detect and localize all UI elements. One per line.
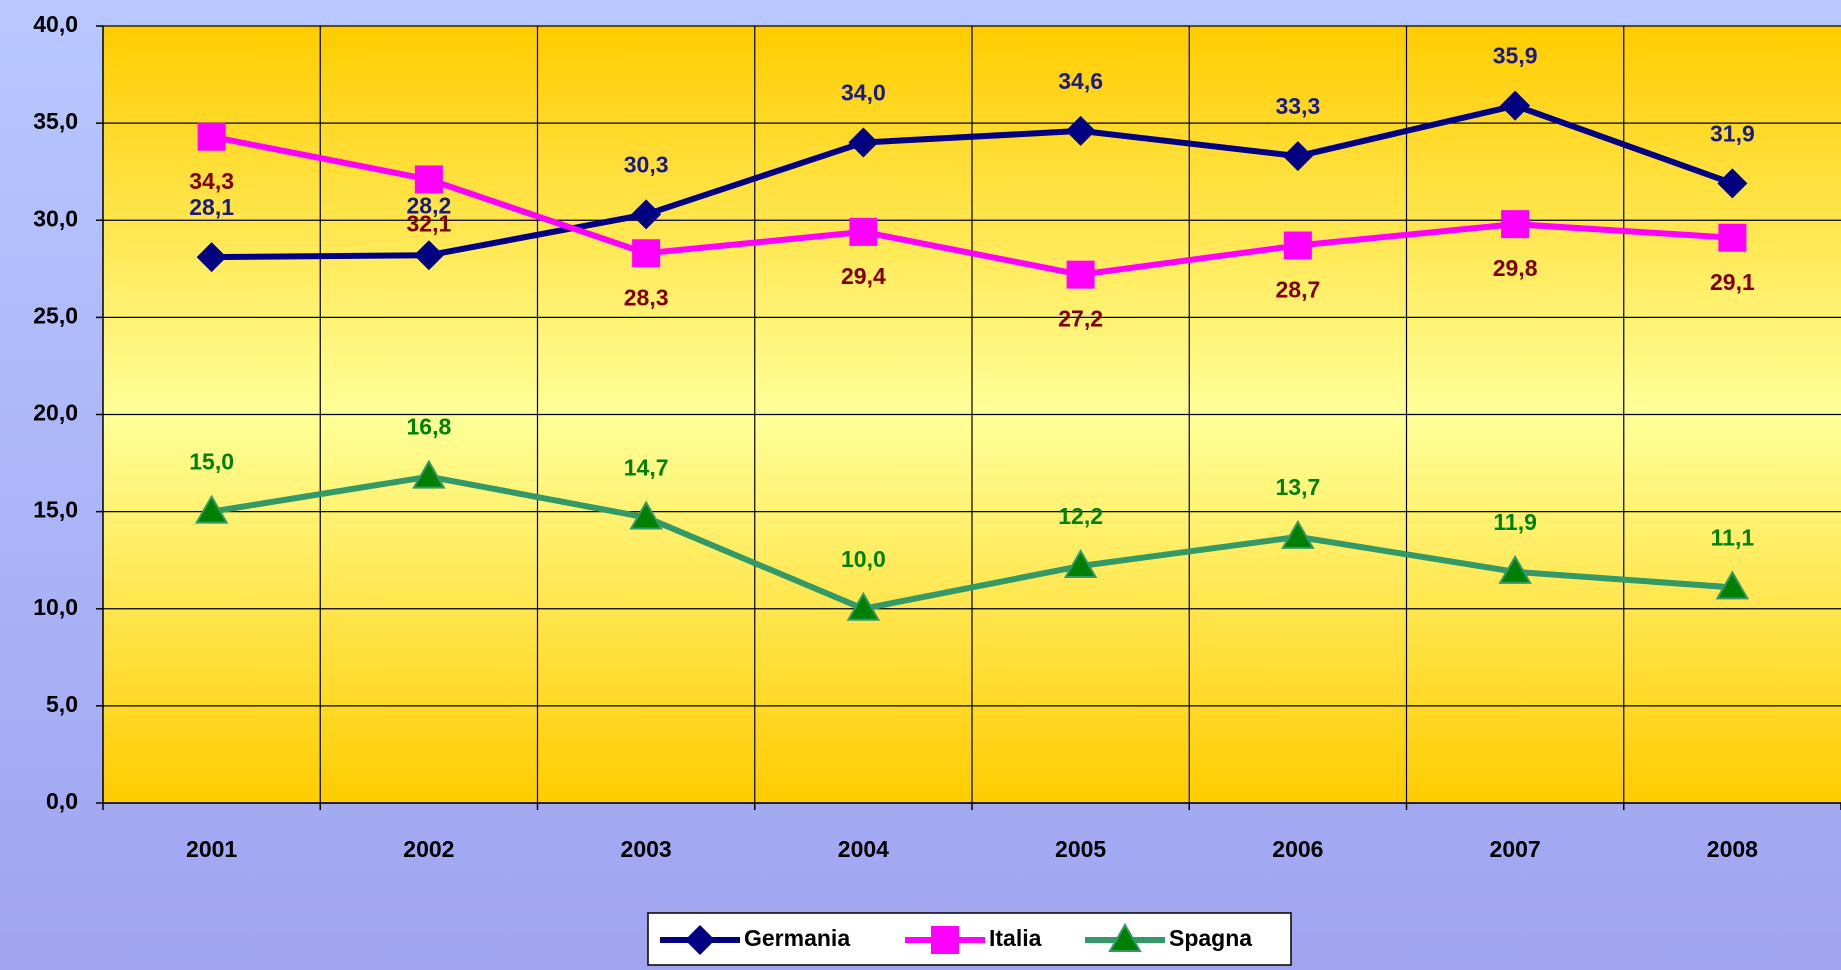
data-label: 28,1: [189, 194, 234, 220]
data-point: [413, 240, 444, 271]
data-label: 28,7: [1275, 277, 1320, 303]
data-point: [1717, 168, 1748, 199]
series-line: [211, 473, 1733, 612]
data-label: 10,0: [841, 546, 886, 572]
y-tick-label: 5,0: [46, 691, 78, 717]
data-label: 28,2: [406, 192, 451, 218]
data-point: [194, 494, 229, 524]
series-line: [211, 133, 1733, 278]
data-point: [632, 239, 661, 268]
data-point: [1283, 231, 1312, 260]
data-label: 27,2: [1058, 306, 1103, 332]
data-label: 11,1: [1711, 524, 1755, 550]
data-label: 34,0: [841, 80, 886, 106]
data-point: [846, 591, 881, 621]
data-label: 30,3: [624, 152, 669, 178]
data-label: 14,7: [624, 455, 669, 481]
data-label: 29,1: [1710, 269, 1755, 295]
data-point: [848, 127, 879, 158]
data-point: [1281, 519, 1315, 549]
data-label: 12,2: [1058, 503, 1103, 529]
y-tick-label: 30,0: [33, 205, 78, 231]
data-label: 34,3: [189, 168, 234, 194]
data-point: [196, 242, 227, 273]
data-point: [629, 500, 663, 530]
y-tick-label: 10,0: [33, 594, 78, 620]
data-point: [1500, 90, 1531, 121]
data-label: 28,3: [624, 284, 669, 310]
x-tick-label: 2006: [1272, 836, 1323, 862]
legend-label: Italia: [989, 925, 1042, 951]
data-point: [1065, 115, 1096, 146]
legend-label: Germania: [744, 925, 850, 951]
x-tick-label: 2001: [186, 836, 237, 862]
data-point: [412, 459, 446, 489]
data-label: 29,4: [841, 263, 886, 289]
y-tick-label: 40,0: [33, 11, 78, 37]
data-label: 16,8: [406, 414, 451, 440]
y-tick-label: 35,0: [33, 108, 78, 134]
data-label: 32,1: [406, 211, 451, 237]
data-label: 35,9: [1493, 43, 1538, 69]
data-point: [1498, 554, 1532, 584]
data-label: 34,6: [1058, 68, 1103, 94]
data-label: 13,7: [1275, 474, 1320, 500]
legend-marker: [931, 926, 959, 954]
data-point: [414, 165, 443, 194]
data-point: [197, 122, 226, 151]
data-label: 29,8: [1493, 255, 1538, 281]
data-point: [849, 217, 878, 246]
y-tick-label: 20,0: [33, 400, 78, 426]
data-label: 11,9: [1493, 509, 1537, 535]
x-tick-label: 2003: [621, 836, 672, 862]
data-label: 15,0: [189, 449, 234, 475]
x-tick-label: 2005: [1055, 836, 1106, 862]
data-point: [1063, 549, 1098, 579]
y-tick-label: 25,0: [33, 302, 78, 328]
y-tick-label: 15,0: [33, 497, 78, 523]
x-tick-label: 2004: [838, 836, 889, 862]
legend-label: Spagna: [1169, 925, 1252, 951]
x-tick-label: 2007: [1490, 836, 1541, 862]
legend-marker: [1108, 922, 1142, 952]
data-point: [1501, 210, 1530, 239]
data-point: [1282, 141, 1313, 172]
data-point: [1718, 223, 1747, 252]
y-tick-label: 0,0: [46, 788, 78, 814]
legend-marker: [685, 925, 715, 955]
data-point: [631, 199, 662, 230]
x-tick-label: 2002: [403, 836, 454, 862]
data-label: 33,3: [1275, 93, 1320, 119]
series-line: [211, 102, 1734, 261]
data-point: [1066, 260, 1095, 289]
legend: [647, 912, 1292, 966]
x-tick-label: 2008: [1707, 836, 1758, 862]
data-point: [1715, 570, 1750, 600]
data-label: 31,9: [1710, 120, 1755, 146]
